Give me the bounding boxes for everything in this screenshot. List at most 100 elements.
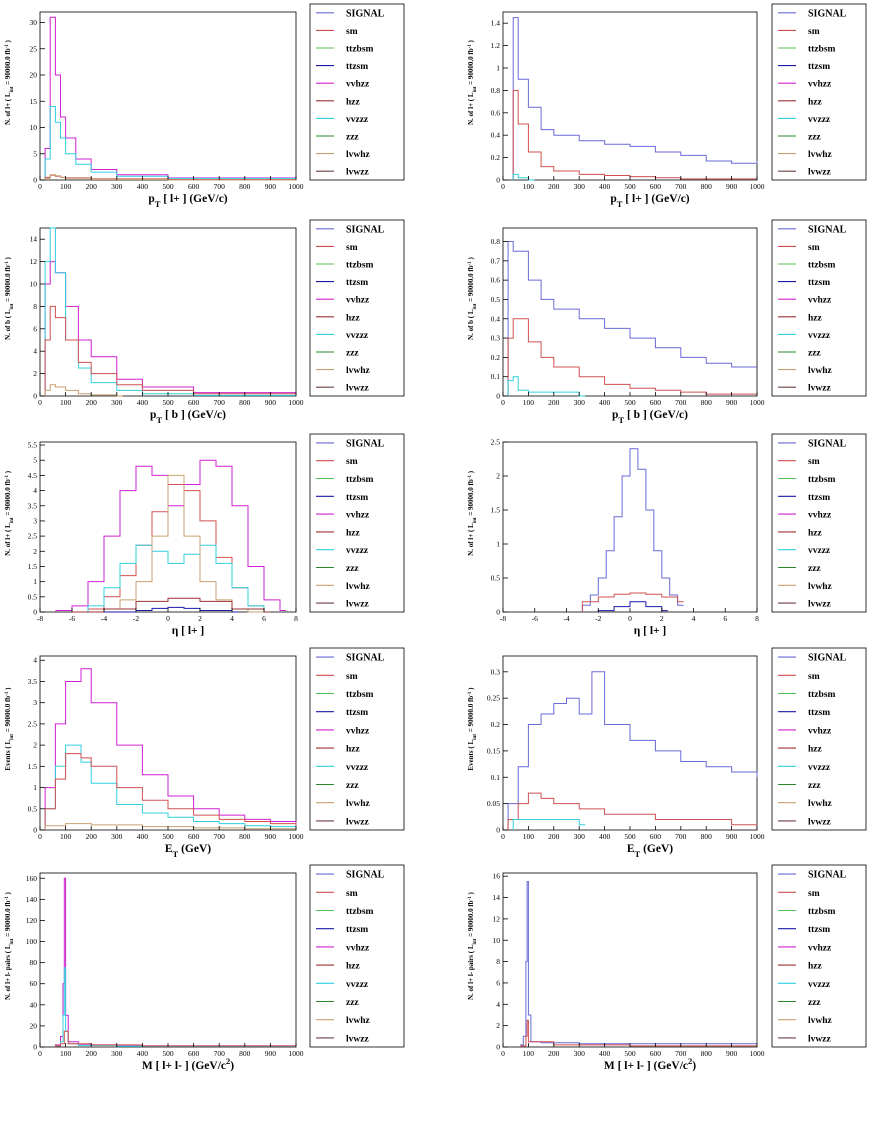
x-tick-label: 200 (86, 832, 98, 841)
chart-panel-4: 0 100 200 300 400 500 600 700 800 900 1000 0 0.1 0.2 0… (467, 219, 867, 425)
y-tick-label: 0.8 (491, 237, 501, 246)
legend-entry-lvwzz: lvwzz (808, 384, 831, 394)
y-tick-label: 0 (33, 392, 37, 401)
series-line-SIGNAL (507, 671, 758, 830)
y-tick-label: 2.5 (28, 532, 38, 541)
x-tick-label: 900 (726, 182, 738, 191)
legend-entry-ttzsm: ttzsm (808, 493, 830, 503)
x-tick-label: 2 (660, 614, 664, 623)
legend-box (771, 433, 867, 613)
x-tick-label: 0 (38, 398, 42, 407)
x-tick-label: 0 (501, 832, 505, 841)
series-line-SIGNAL (512, 17, 758, 180)
legend-entry-SIGNAL: SIGNAL (808, 870, 847, 881)
legend-entry-sm: sm (808, 672, 820, 682)
legend-entry-lvwhz: lvwhz (346, 582, 371, 592)
y-tick-label: 60 (30, 979, 38, 988)
y-tick-label: 0 (496, 826, 500, 835)
legend-entry-zzz: zzz (808, 133, 821, 143)
x-tick-label: -8 (500, 614, 506, 623)
x-axis-label: M [ l+ l- ] (GeV/c2) (142, 1056, 234, 1072)
series-line-lvwhz (44, 384, 123, 397)
x-axis-label: ET (GeV) (165, 843, 211, 859)
legend-entry-vvhzz: vvhzz (808, 726, 832, 736)
x-tick-label: 700 (675, 398, 687, 407)
x-tick-label: 1000 (750, 398, 765, 407)
y-tick-label: 2 (33, 741, 37, 750)
y-tick-label: 15 (30, 97, 38, 106)
series-line-vvhzz (44, 668, 297, 830)
series-line-vvzzz (512, 173, 535, 181)
y-tick-label: 12 (30, 257, 38, 266)
legend-entry-vvhzz: vvhzz (808, 80, 832, 90)
x-tick-label: 0 (166, 614, 170, 623)
x-tick-label: 800 (701, 1049, 713, 1058)
legend-entry-ttzbsm: ttzbsm (346, 45, 374, 55)
plot-frame (502, 227, 758, 397)
x-tick-label: 500 (162, 832, 174, 841)
x-tick-label: 200 (86, 1049, 98, 1058)
y-axis-label: N. of l+ ( Lint = 90000.0 fb-1 ) (4, 470, 15, 556)
legend-entry-ttzsm: ttzsm (346, 708, 368, 718)
chart-panel-5: -8 -6 -4 -2 0 2 4 6 8 0 0.5 1 1.5 2 2.5 3 3.5 4 4.5 5 5.5 η [… (4, 433, 405, 637)
legend-entry-sm: sm (808, 27, 820, 37)
y-tick-label: 0 (496, 1043, 500, 1052)
x-tick-label: -6 (532, 614, 538, 623)
y-tick-label: 0.1 (491, 773, 501, 782)
x-tick-label: 200 (548, 182, 560, 191)
legend-entry-hzz: hzz (346, 528, 361, 538)
legend-entry-ttzbsm: ttzbsm (808, 261, 836, 271)
legend-entry-SIGNAL: SIGNAL (808, 438, 847, 449)
x-axis-label: M [ l+ l- ] (GeV/c2) (604, 1056, 696, 1072)
series-line-vvhzz (55, 459, 286, 612)
legend-entry-vvzzz: vvzzz (808, 115, 831, 125)
y-tick-label: 6 (496, 978, 500, 987)
x-axis-label: η [ l+ ] (172, 625, 205, 637)
legend-entry-sm: sm (808, 889, 820, 899)
legend-box (771, 3, 867, 181)
x-tick-label: 600 (650, 1049, 662, 1058)
y-tick-label: 20 (30, 71, 38, 80)
legend-entry-ttzbsm: ttzbsm (346, 475, 374, 485)
series-line-sm (581, 592, 684, 612)
x-tick-label: 800 (701, 398, 713, 407)
legend-entry-lvwzz: lvwzz (808, 817, 831, 827)
x-tick-label: 700 (214, 1049, 226, 1058)
legend-entry-lvwhz: lvwhz (808, 1016, 833, 1026)
chart-panel-3: 0 100 200 300 400 500 600 700 800 900 1000 0 2 4 6 8 10 1… (4, 219, 405, 425)
y-tick-label: 1.5 (491, 506, 501, 515)
x-tick-label: 900 (265, 398, 277, 407)
legend-entry-zzz: zzz (808, 998, 821, 1008)
y-tick-label: 12 (493, 914, 501, 923)
y-tick-label: 0.2 (491, 153, 501, 162)
series-line-hzz (72, 597, 270, 613)
legend-entry-SIGNAL: SIGNAL (346, 8, 385, 19)
legend-entry-hzz: hzz (346, 313, 361, 323)
x-tick-label: 300 (574, 182, 586, 191)
legend-entry-lvwzz: lvwzz (346, 384, 369, 394)
y-tick-label: 10 (30, 280, 38, 289)
legend-entry-ttzsm: ttzsm (346, 925, 368, 935)
y-tick-label: 0.5 (491, 574, 501, 583)
x-tick-label: 2 (198, 614, 202, 623)
x-tick-label: 500 (624, 1049, 636, 1058)
x-tick-label: -2 (595, 614, 601, 623)
x-tick-label: 500 (624, 832, 636, 841)
y-tick-label: 8 (496, 957, 500, 966)
x-tick-label: 0 (38, 182, 42, 191)
legend-entry-vvhzz: vvhzz (808, 943, 832, 953)
y-axis-label: N. of l+ ( Lint = 90000.0 fb-1 ) (467, 470, 478, 556)
y-tick-label: 0.5 (491, 295, 501, 304)
x-tick-label: 200 (86, 398, 98, 407)
y-tick-label: 0.3 (491, 334, 501, 343)
y-tick-label: 10 (30, 123, 38, 132)
y-tick-label: 0.25 (487, 694, 500, 703)
x-tick-label: 300 (111, 1049, 123, 1058)
legend-entry-ttzsm: ttzsm (808, 278, 830, 288)
chart-panel-1: 0 100 200 300 400 500 600 700 800 900 1000 0 5 10 15 20… (4, 3, 405, 209)
x-tick-label: 600 (650, 182, 662, 191)
x-tick-label: 1000 (289, 182, 304, 191)
x-tick-label: 100 (523, 182, 535, 191)
x-tick-label: 400 (599, 182, 611, 191)
x-tick-label: 500 (162, 1049, 174, 1058)
